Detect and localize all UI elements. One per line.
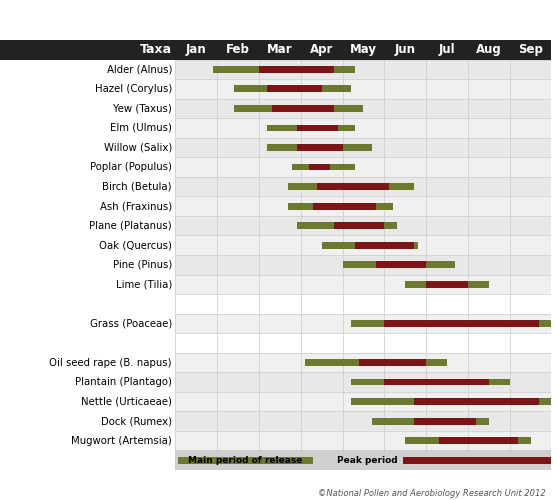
Bar — [313, 202, 376, 209]
Text: Mugwort (Artemsia): Mugwort (Artemsia) — [71, 436, 172, 446]
Bar — [351, 378, 510, 386]
Bar — [175, 177, 551, 197]
Bar — [175, 255, 551, 274]
Bar — [334, 222, 384, 229]
Text: Taxa: Taxa — [140, 44, 172, 57]
Bar — [175, 412, 551, 431]
Bar — [175, 118, 551, 138]
Bar — [175, 98, 551, 118]
Bar — [292, 164, 355, 170]
Text: Ash (Fraxinus): Ash (Fraxinus) — [100, 201, 172, 211]
Bar — [175, 236, 551, 255]
Bar — [175, 314, 551, 333]
Bar — [175, 450, 551, 470]
Text: Jan: Jan — [186, 44, 207, 57]
Bar — [403, 457, 551, 464]
Bar — [175, 333, 551, 352]
Bar — [355, 242, 413, 248]
Bar — [296, 124, 338, 132]
Bar — [267, 124, 355, 132]
Bar — [343, 262, 455, 268]
Text: ©National Pollen and Aerobiology Research Unit 2012: ©National Pollen and Aerobiology Researc… — [318, 488, 546, 498]
Bar — [175, 79, 551, 98]
Bar — [234, 105, 363, 112]
Text: Mar: Mar — [267, 44, 293, 57]
Bar — [289, 183, 413, 190]
Bar — [384, 320, 539, 327]
Text: Oil seed rape (B. napus): Oil seed rape (B. napus) — [50, 358, 172, 368]
Text: Lime (Tilia): Lime (Tilia) — [116, 280, 172, 289]
Text: Main period of release: Main period of release — [188, 456, 302, 464]
Bar — [178, 457, 313, 464]
Bar — [309, 164, 330, 170]
Bar — [359, 359, 426, 366]
Bar — [438, 438, 518, 444]
Text: Dock (Rumex): Dock (Rumex) — [101, 416, 172, 426]
Bar — [175, 274, 551, 294]
Bar — [296, 144, 343, 151]
Bar — [175, 138, 551, 158]
Bar — [267, 144, 372, 151]
Text: Willow (Salix): Willow (Salix) — [104, 142, 172, 152]
Bar — [267, 86, 321, 92]
Bar — [175, 294, 551, 314]
Bar — [351, 398, 551, 405]
Text: May: May — [350, 44, 377, 57]
Bar — [175, 352, 551, 372]
Bar — [175, 431, 551, 450]
Bar — [376, 262, 426, 268]
Text: Elm (Ulmus): Elm (Ulmus) — [110, 123, 172, 133]
Text: Yew (Taxus): Yew (Taxus) — [113, 104, 172, 114]
Bar — [175, 372, 551, 392]
Text: Birch (Betula): Birch (Betula) — [102, 182, 172, 192]
Text: Aug: Aug — [476, 44, 502, 57]
Bar — [384, 378, 488, 386]
Text: Sep: Sep — [518, 44, 543, 57]
Text: Nettle (Urticaeae): Nettle (Urticaeae) — [81, 396, 172, 406]
Bar — [351, 320, 551, 327]
Text: Jun: Jun — [395, 44, 416, 57]
Bar — [372, 418, 489, 424]
Text: Alder (Alnus): Alder (Alnus) — [106, 64, 172, 74]
Bar — [296, 222, 397, 229]
Bar — [413, 398, 539, 405]
Text: Pine (Pinus): Pine (Pinus) — [113, 260, 172, 270]
Bar — [175, 40, 551, 60]
Bar — [175, 60, 551, 79]
Bar — [175, 392, 551, 411]
Text: Oak (Quercus): Oak (Quercus) — [99, 240, 172, 250]
Bar — [175, 196, 551, 216]
Text: Feb: Feb — [226, 44, 250, 57]
Bar — [405, 281, 488, 287]
Bar — [175, 216, 551, 236]
Bar — [426, 281, 468, 287]
Text: Poplar (Populus): Poplar (Populus) — [90, 162, 172, 172]
Bar — [405, 438, 530, 444]
Bar — [0, 40, 175, 60]
Bar — [213, 66, 355, 72]
Bar — [271, 105, 334, 112]
Text: Grass (Poaceae): Grass (Poaceae) — [90, 318, 172, 328]
Bar — [234, 86, 351, 92]
Text: Peak period: Peak period — [338, 456, 398, 464]
Bar — [413, 418, 476, 424]
Text: Jul: Jul — [439, 44, 455, 57]
Text: Apr: Apr — [310, 44, 333, 57]
Text: Plane (Platanus): Plane (Platanus) — [89, 220, 172, 230]
Bar — [289, 202, 393, 209]
Bar — [321, 242, 418, 248]
Text: Plantain (Plantago): Plantain (Plantago) — [75, 377, 172, 387]
Bar — [305, 359, 447, 366]
Bar — [317, 183, 388, 190]
Bar — [175, 158, 551, 177]
Text: Hazel (Corylus): Hazel (Corylus) — [95, 84, 172, 94]
Bar — [259, 66, 334, 72]
